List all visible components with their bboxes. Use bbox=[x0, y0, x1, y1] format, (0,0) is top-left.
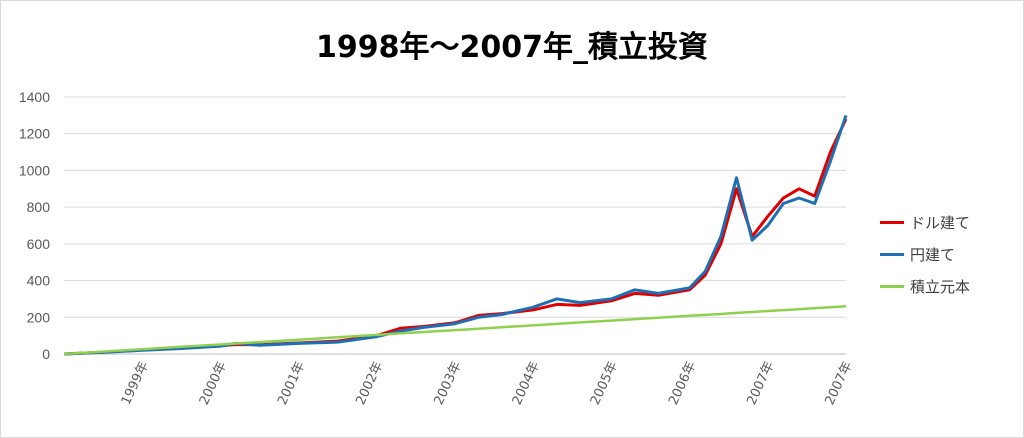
x-tick-label: 1999年 bbox=[119, 359, 152, 407]
series-lines bbox=[63, 114, 848, 356]
y-tick-label: 1400 bbox=[19, 89, 50, 105]
x-tick-label: 2000年 bbox=[197, 359, 230, 407]
x-tick-label: 2004年 bbox=[510, 359, 543, 407]
chart-title: 1998年～2007年_積立投資 bbox=[316, 30, 708, 65]
x-tick-label: 2003年 bbox=[432, 359, 465, 407]
y-tick-label: 200 bbox=[27, 309, 51, 325]
x-tick-label: 2002年 bbox=[353, 359, 386, 407]
y-tick-label: 1200 bbox=[19, 126, 50, 142]
x-tick-label: 2007年 bbox=[823, 359, 856, 407]
series-line-yen bbox=[63, 114, 848, 356]
legend-item-yen: 円建て bbox=[880, 238, 1020, 270]
legend-swatch-principal bbox=[880, 284, 904, 288]
y-tick-label: 400 bbox=[27, 273, 51, 289]
gridlines bbox=[64, 96, 846, 355]
legend-swatch-dollar bbox=[880, 220, 904, 224]
y-tick-label: 0 bbox=[42, 346, 50, 362]
legend-item-principal: 積立元本 bbox=[880, 270, 1020, 302]
y-tick-label: 600 bbox=[27, 236, 51, 252]
x-tick-label: 2005年 bbox=[588, 359, 621, 407]
legend-label-dollar: ドル建て bbox=[910, 213, 971, 232]
legend: ドル建て 円建て 積立元本 bbox=[880, 206, 1020, 302]
y-tick-label: 1000 bbox=[19, 162, 50, 178]
series-line-dollar bbox=[63, 118, 848, 356]
x-axis-ticks: 1999年 2000年 2001年 2002年 2003年 2004年 2005年 2006年… bbox=[119, 359, 856, 407]
x-tick-label: 2006年 bbox=[666, 359, 699, 407]
legend-label-principal: 積立元本 bbox=[910, 277, 971, 296]
y-tick-label: 800 bbox=[27, 199, 51, 215]
x-tick-label: 2007年 bbox=[744, 359, 777, 407]
x-tick-label: 2001年 bbox=[275, 359, 308, 407]
y-axis-ticks: 0 200 400 600 800 1000 1200 1400 bbox=[19, 89, 50, 362]
legend-item-dollar: ドル建て bbox=[880, 206, 1020, 238]
legend-label-yen: 円建て bbox=[910, 245, 956, 264]
legend-swatch-yen bbox=[880, 252, 904, 256]
series-line-principal bbox=[63, 305, 847, 356]
